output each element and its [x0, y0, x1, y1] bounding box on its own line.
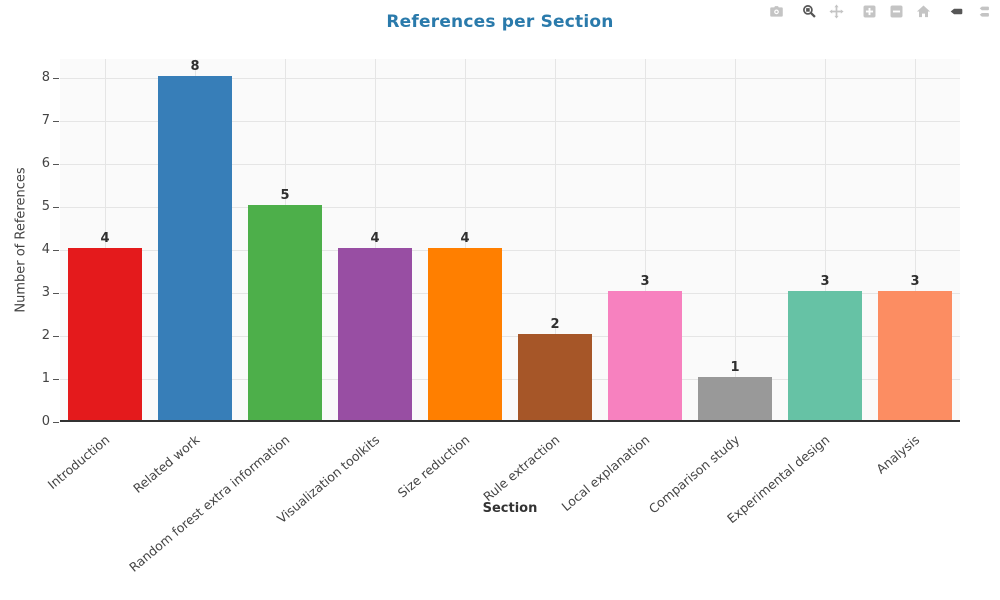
y-tick-mark [53, 163, 59, 165]
x-gridline [915, 59, 916, 420]
y-tick-mark [53, 335, 59, 337]
y-gridline [60, 378, 960, 380]
pan-mode-button[interactable] [827, 4, 845, 22]
bar-local-explanation[interactable] [608, 291, 682, 420]
minus-square-icon [889, 4, 904, 22]
y-gridline [60, 163, 960, 165]
y-axis-title: Number of References [13, 167, 29, 313]
bar-value-label: 8 [190, 59, 200, 74]
y-tick-mark [53, 206, 59, 208]
bar-value-label: 4 [460, 231, 470, 246]
y-tick-mark [53, 77, 59, 79]
x-gridline [105, 59, 106, 420]
y-tick-label: 2 [41, 327, 50, 343]
modebar [758, 4, 992, 22]
bar-visualization-toolkits[interactable] [338, 248, 412, 420]
bar-value-label: 4 [370, 231, 380, 246]
bar-value-label: 4 [100, 231, 110, 246]
zoom-mode-button[interactable] [800, 4, 818, 22]
bar-value-label: 1 [730, 360, 740, 375]
x-gridline [465, 59, 466, 420]
y-tick-label: 6 [41, 155, 50, 171]
y-gridline [60, 206, 960, 208]
hover-closest-button[interactable] [947, 4, 965, 22]
magnifier-zoom-icon [802, 4, 817, 22]
y-tick-label: 7 [41, 112, 50, 128]
bar-random-forest-extra-information[interactable] [248, 205, 322, 420]
bar-value-label: 2 [550, 317, 560, 332]
zoom-in-button[interactable] [860, 4, 878, 22]
y-gridline [60, 249, 960, 251]
x-tick-text: Size reduction [394, 431, 473, 501]
y-gridline [60, 120, 960, 122]
y-gridline [60, 77, 960, 79]
bar-size-reduction[interactable] [428, 248, 502, 420]
zoom-out-button[interactable] [887, 4, 905, 22]
pan-arrows-icon [828, 4, 844, 22]
y-tick-mark [53, 292, 59, 294]
x-gridline [375, 59, 376, 420]
x-axis-title: Section [482, 501, 538, 516]
bar-analysis[interactable] [878, 291, 952, 420]
bar-value-label: 3 [640, 274, 650, 289]
y-tick-mark [53, 120, 59, 122]
y-gridline [60, 335, 960, 337]
bar-rule-extraction[interactable] [518, 334, 592, 420]
x-gridline [645, 59, 646, 420]
y-tick-mark [53, 249, 59, 251]
download-png-button[interactable] [767, 4, 785, 22]
bar-experimental-design[interactable] [788, 291, 862, 420]
camera-icon [769, 4, 784, 22]
bar-value-label: 3 [820, 274, 830, 289]
y-tick-label: 8 [41, 69, 50, 85]
bar-comparison-study[interactable] [698, 377, 772, 420]
chart-title: References per Section [386, 12, 614, 32]
y-tick-label: 5 [41, 198, 50, 214]
y-tick-label: 0 [41, 414, 50, 429]
y-tick-label: 3 [41, 284, 50, 300]
x-gridline [735, 59, 736, 420]
y-tick-mark [53, 378, 59, 380]
bar-related-work[interactable] [158, 76, 232, 420]
x-tick-text: Related work [130, 431, 203, 496]
hover-closest-icon [949, 4, 964, 22]
reset-axes-button[interactable] [914, 4, 932, 22]
bar-value-label: 3 [910, 274, 920, 289]
bar-introduction[interactable] [68, 248, 142, 420]
y-tick-label: 4 [41, 241, 50, 257]
bar-value-label: 5 [280, 188, 290, 203]
x-gridline [825, 59, 826, 420]
hover-compare-icon [976, 4, 991, 22]
y-tick-mark [53, 422, 59, 423]
y-gridline [60, 292, 960, 294]
x-gridline [555, 59, 556, 420]
plus-square-icon [862, 4, 877, 22]
plot-area[interactable]: 4 8 5 4 4 2 3 1 3 3 [60, 59, 960, 422]
x-tick-text: Rule extraction [480, 431, 563, 505]
y-tick-label: 1 [41, 370, 50, 386]
home-icon [916, 4, 931, 22]
x-tick-text: Analysis [873, 431, 923, 477]
x-tick-text: Introduction [44, 431, 113, 493]
hover-compare-button[interactable] [974, 4, 992, 22]
